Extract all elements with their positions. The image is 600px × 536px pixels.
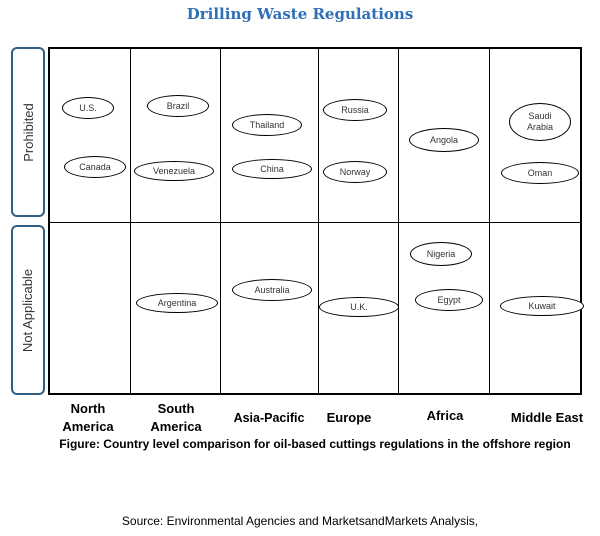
row-label-prohibited-text: Prohibited bbox=[20, 102, 36, 162]
column-divider bbox=[398, 49, 399, 393]
row-label-not-applicable-text: Not Applicable bbox=[20, 268, 36, 352]
country-kuwait: Kuwait bbox=[500, 296, 584, 316]
source-note: Source: Environmental Agencies and Marke… bbox=[121, 514, 479, 528]
country-oman: Oman bbox=[501, 162, 579, 184]
column-label-asia-pacific: Asia-Pacific bbox=[233, 411, 305, 425]
country-us: U.S. bbox=[62, 97, 114, 119]
country-china: China bbox=[232, 159, 312, 179]
row-label-not-applicable: Not Applicable bbox=[11, 225, 45, 395]
country-uk: U.K. bbox=[319, 297, 399, 317]
row-label-prohibited: Prohibited bbox=[11, 47, 45, 217]
regulation-grid: U.S. Canada Brazil Venezuela Thailand Ch… bbox=[48, 47, 584, 395]
country-egypt: Egypt bbox=[415, 289, 483, 311]
column-label-north-america: North America bbox=[62, 401, 114, 434]
country-norway: Norway bbox=[323, 161, 387, 183]
country-australia: Australia bbox=[232, 279, 312, 301]
figure-caption: Figure: Country level comparison for oil… bbox=[59, 437, 571, 451]
country-thailand: Thailand bbox=[232, 114, 302, 136]
country-brazil: Brazil bbox=[147, 95, 209, 117]
diagram-title: Drilling Waste Regulations bbox=[186, 5, 414, 23]
country-argentina: Argentina bbox=[136, 293, 218, 313]
country-canada: Canada bbox=[64, 156, 126, 178]
column-label-south-america: South America bbox=[150, 401, 202, 434]
country-nigeria: Nigeria bbox=[410, 242, 472, 266]
country-venezuela: Venezuela bbox=[134, 161, 214, 181]
column-divider bbox=[489, 49, 490, 393]
country-russia: Russia bbox=[323, 99, 387, 121]
column-divider bbox=[220, 49, 221, 393]
country-angola: Angola bbox=[409, 128, 479, 152]
country-saudi-arabia: Saudi Arabia bbox=[509, 103, 571, 141]
row-divider bbox=[50, 222, 580, 223]
column-divider bbox=[130, 49, 131, 393]
column-divider bbox=[318, 49, 319, 393]
column-label-africa: Africa bbox=[426, 408, 464, 423]
column-label-europe: Europe bbox=[326, 410, 372, 425]
column-label-middle-east: Middle East bbox=[510, 410, 584, 425]
